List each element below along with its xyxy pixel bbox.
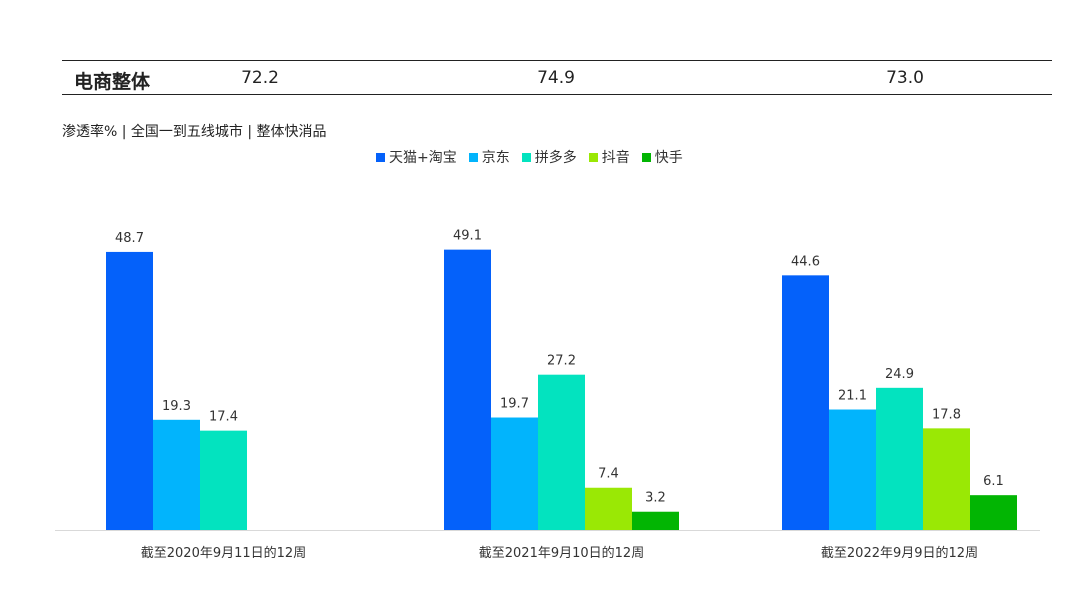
bar [632, 511, 679, 530]
bar [106, 251, 153, 530]
bar [585, 487, 632, 530]
legend-swatch [521, 152, 531, 162]
bar-value-label: 17.4 [209, 410, 238, 425]
bar-value-label: 6.1 [983, 474, 1004, 489]
x-tick-label: 截至2022年9月9日的12周 [821, 545, 978, 561]
bar-value-label: 44.6 [791, 254, 820, 269]
bar-value-label: 19.3 [162, 399, 191, 414]
legend-label: 京东 [481, 150, 510, 166]
bar-value-label: 3.2 [645, 491, 666, 506]
legend-item-kuaishou: 快手 [641, 147, 683, 167]
bar-value-label: 17.8 [932, 407, 961, 422]
bar-value-label: 7.4 [598, 467, 619, 482]
summary-value-2020: 72.2 [241, 68, 279, 88]
legend-swatch [641, 152, 651, 162]
legend-swatch [376, 152, 385, 162]
legend-label: 拼多多 [534, 150, 577, 166]
bar-value-label: 48.7 [115, 231, 144, 246]
summary-value-2021: 74.9 [537, 68, 575, 88]
bar-value-label: 24.9 [885, 367, 914, 382]
bar [200, 430, 247, 530]
bar-value-label: 21.1 [838, 389, 867, 404]
bar [829, 409, 876, 530]
x-tick-label: 截至2021年9月10日的12周 [479, 545, 644, 561]
summary-table: 电商整体 72.2 74.9 73.0 [62, 60, 1052, 95]
bar-value-label: 27.2 [547, 354, 576, 369]
bar [876, 387, 923, 530]
legend-item-jd: 京东 [468, 147, 510, 167]
legend-label: 快手 [654, 150, 683, 166]
legend-swatch [588, 152, 598, 162]
bar [491, 417, 538, 530]
bar [153, 419, 200, 530]
legend-item-douyin: 抖音 [588, 147, 630, 167]
bar [970, 495, 1017, 530]
legend-label: 抖音 [601, 150, 630, 166]
summary-value-2022: 73.0 [886, 68, 924, 88]
summary-label: 电商整体 [74, 71, 151, 93]
legend-item-pinduoduo: 拼多多 [521, 147, 577, 167]
legend-swatch [468, 152, 478, 162]
chart-subtitle: 渗透率% | 全国一到五线城市 | 整体快消品 [62, 124, 327, 140]
bar-value-label: 49.1 [453, 229, 482, 244]
bar [538, 374, 585, 530]
bar [782, 275, 829, 530]
legend-item-tmall-taobao: 天猫+淘宝 [376, 147, 457, 167]
bar [444, 249, 491, 530]
bar-value-label: 19.7 [500, 397, 529, 412]
legend-label: 天猫+淘宝 [389, 150, 457, 166]
chart-legend: 天猫+淘宝 京东 拼多多 抖音 快手 [376, 147, 683, 167]
bar [923, 428, 970, 530]
x-tick-label: 截至2020年9月11日的12周 [141, 545, 306, 561]
